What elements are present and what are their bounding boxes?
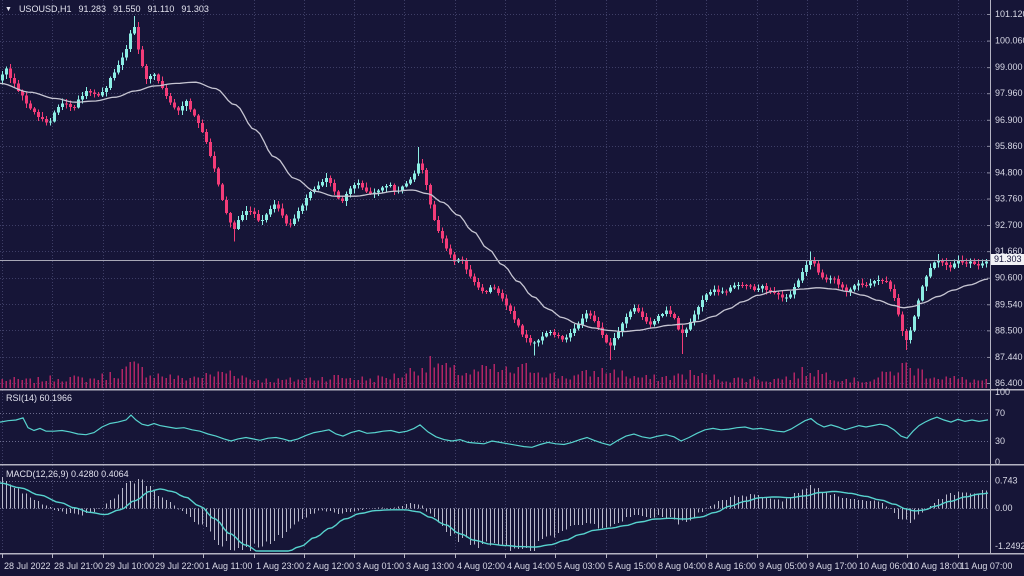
time-axis-label: 28 Jul 2022 — [4, 561, 51, 571]
price-axis-label: 91.660 — [995, 246, 1023, 256]
time-axis-label: 10 Aug 18:00 — [909, 561, 962, 571]
price-axis-label: 100.060 — [995, 36, 1024, 46]
time-axis-label: 29 Jul 22:00 — [155, 561, 204, 571]
time-axis-label: 3 Aug 13:00 — [406, 561, 454, 571]
price-axis-label: 99.000 — [995, 62, 1023, 72]
time-axis-label: 29 Jul 10:00 — [105, 561, 154, 571]
rsi-axis-label: 100 — [995, 387, 1010, 397]
price-axis-label: 101.120 — [995, 9, 1024, 19]
rsi-name: RSI(14) — [6, 393, 38, 403]
macd-name: MACD(12,26,9) — [6, 469, 69, 479]
time-axis-label: 8 Aug 16:00 — [708, 561, 756, 571]
price-axis-label: 86.400 — [995, 378, 1023, 388]
price-axis-label: 95.860 — [995, 141, 1023, 151]
time-axis-label: 4 Aug 02:00 — [457, 561, 505, 571]
rsi-indicator-label: RSI(14) 60.1966 — [6, 393, 72, 403]
rsi-axis-label: 0 — [995, 457, 1000, 467]
time-axis-label: 9 Aug 17:00 — [809, 561, 857, 571]
price-axis-label: 92.700 — [995, 220, 1023, 230]
price-axis-label: 89.540 — [995, 299, 1023, 309]
time-axis-label: 5 Aug 15:00 — [608, 561, 656, 571]
time-axis-label: 1 Aug 23:00 — [256, 561, 304, 571]
rsi-axis-label: 30 — [995, 436, 1005, 446]
price-axis-label: 90.600 — [995, 273, 1023, 283]
time-axis-label: 28 Jul 21:00 — [54, 561, 103, 571]
time-axis-label: 1 Aug 11:00 — [205, 561, 252, 571]
macd-axis-label: 0.00 — [995, 503, 1013, 513]
time-axis-label: 4 Aug 14:00 — [507, 561, 555, 571]
time-axis-label: 3 Aug 01:00 — [356, 561, 404, 571]
time-axis-label: 2 Aug 12:00 — [306, 561, 354, 571]
current-price-tag: 91.303 — [991, 254, 1024, 265]
time-axis-label: 5 Aug 03:00 — [557, 561, 605, 571]
ohlc-high: 91.550 — [112, 4, 141, 14]
rsi-value: 60.1966 — [39, 393, 73, 403]
price-axis-label: 97.960 — [995, 88, 1023, 98]
ohlc-open: 91.283 — [78, 4, 106, 14]
macd-indicator-label: MACD(12,26,9) 0.4280 0.4064 — [6, 469, 129, 479]
ohlc-low: 91.110 — [147, 4, 175, 14]
collapse-chart-icon[interactable]: ▼ — [5, 5, 12, 13]
time-axis-label: 8 Aug 04:00 — [658, 561, 706, 571]
price-axis-label: 87.440 — [995, 352, 1023, 362]
rsi-axis-label: 70 — [995, 408, 1005, 418]
time-axis-label: 9 Aug 05:00 — [759, 561, 807, 571]
price-axis-label: 93.760 — [995, 194, 1023, 204]
symbol-name: USOUSD,H1 — [18, 4, 72, 14]
price-axis-label: 94.800 — [995, 167, 1023, 177]
time-axis-label: 11 Aug 07:00 — [960, 561, 1012, 571]
price-axis-label: 88.500 — [995, 325, 1023, 335]
macd-value-1: 0.4280 — [71, 469, 99, 479]
time-axis-label: 10 Aug 06:00 — [859, 561, 912, 571]
price-axis-label: 96.900 — [995, 115, 1023, 125]
ohlc-close: 91.303 — [181, 4, 209, 14]
macd-value-2: 0.4064 — [101, 469, 129, 479]
macd-axis-label: 0.743 — [995, 476, 1018, 486]
macd-axis-label: -1.2492 — [995, 541, 1024, 551]
symbol-info-bar: ▼ USOUSD,H1 91.283 91.550 91.110 91.303 — [5, 4, 209, 14]
